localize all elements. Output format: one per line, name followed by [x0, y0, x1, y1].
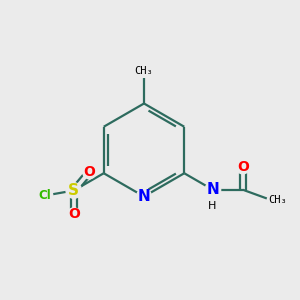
Circle shape	[83, 166, 96, 179]
Circle shape	[66, 183, 82, 198]
Text: N: N	[206, 182, 219, 197]
Text: Cl: Cl	[38, 189, 51, 202]
Circle shape	[67, 208, 80, 221]
Text: O: O	[68, 208, 80, 221]
Text: CH₃: CH₃	[268, 195, 287, 205]
Circle shape	[205, 182, 220, 198]
Text: N: N	[138, 189, 150, 204]
Text: O: O	[83, 165, 95, 179]
Text: O: O	[237, 160, 249, 174]
Circle shape	[136, 189, 152, 204]
Text: S: S	[68, 183, 80, 198]
Text: CH₃: CH₃	[135, 66, 153, 76]
Text: H: H	[208, 201, 216, 211]
Circle shape	[36, 187, 53, 204]
Circle shape	[236, 161, 249, 174]
